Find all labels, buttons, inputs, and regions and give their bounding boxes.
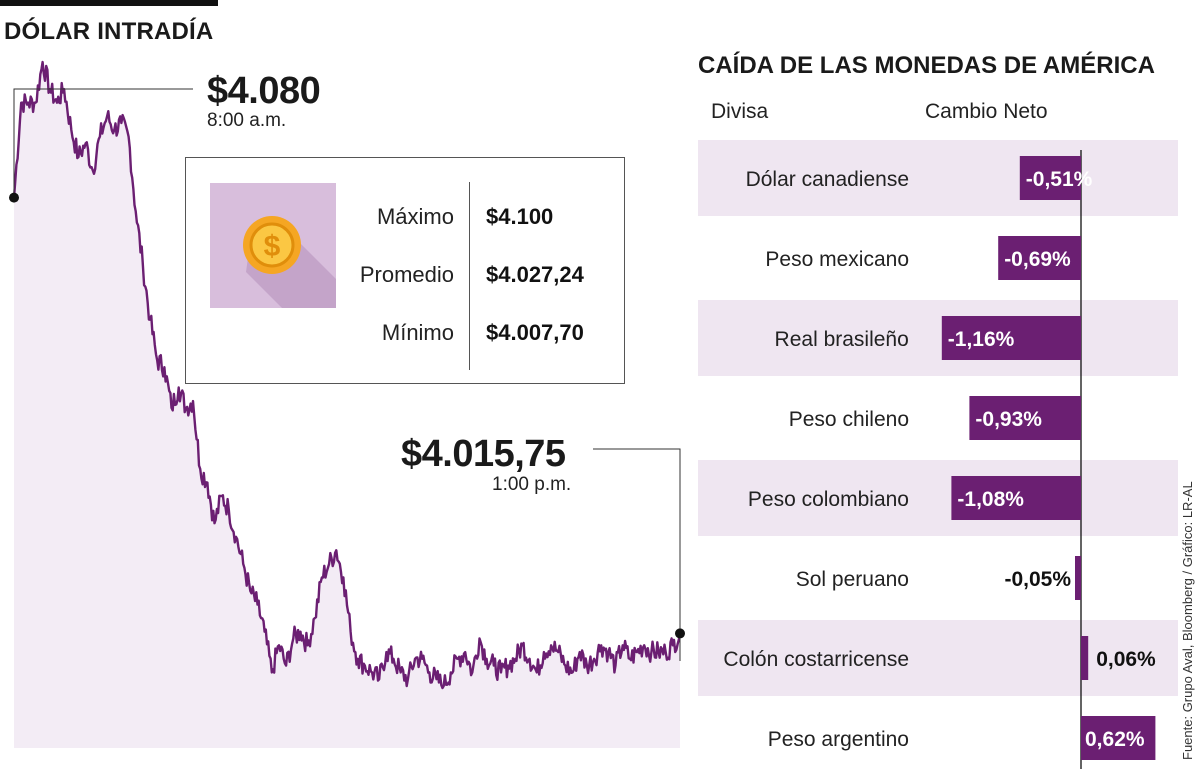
intraday-title: DÓLAR INTRADÍA	[4, 18, 214, 45]
category-label: Peso chileno	[789, 408, 909, 431]
dollar-coin-icon: $	[243, 216, 336, 308]
column-header-currency: Divisa	[711, 100, 769, 123]
bar	[1081, 636, 1089, 680]
open-time: 8:00 a.m.	[207, 110, 287, 131]
row-stripe	[698, 140, 1178, 216]
stat-label-min: Mínimo	[381, 320, 454, 345]
open-marker	[9, 192, 19, 203]
close-time: 1:00 p.m.	[492, 474, 572, 495]
bar-value-label: -0,51%	[1026, 168, 1093, 191]
category-label: Real brasileño	[775, 328, 909, 351]
intraday-area	[14, 62, 680, 748]
row-stripe	[698, 460, 1178, 536]
stats-divider	[469, 182, 470, 370]
category-label: Colón costarricense	[723, 648, 909, 671]
column-header-change: Cambio Neto	[925, 100, 1048, 123]
stat-value-min: $4.007,70	[486, 320, 584, 345]
stat-value-max: $4.100	[486, 204, 554, 229]
bar	[969, 396, 1081, 440]
bar	[998, 236, 1081, 280]
close-value: $4.015,75	[401, 433, 566, 475]
bar	[1019, 156, 1081, 200]
bar-value-label: -1,08%	[957, 488, 1024, 511]
bar-value-label: 0,06%	[1096, 648, 1156, 671]
category-label: Peso mexicano	[765, 248, 909, 271]
intraday-chart	[9, 60, 685, 748]
bar-value-label: 0,62%	[1085, 728, 1145, 751]
row-stripe	[698, 620, 1178, 696]
close-marker	[675, 628, 685, 639]
stat-label-max: Máximo	[376, 204, 454, 229]
coin-tile: $	[210, 183, 336, 308]
open-value: $4.080	[207, 70, 321, 112]
category-label: Peso argentino	[768, 728, 909, 751]
bar-value-label: -0,05%	[1004, 568, 1071, 591]
currencies-title: CAÍDA DE LAS MONEDAS DE AMÉRICA	[698, 52, 1155, 79]
bar-value-label: -0,93%	[975, 408, 1042, 431]
bar	[1081, 716, 1156, 760]
bar	[941, 316, 1081, 360]
svg-text:$: $	[264, 230, 281, 263]
category-label: Dólar canadiense	[746, 168, 909, 191]
intraday-line	[12, 60, 682, 690]
category-label: Peso colombiano	[748, 488, 909, 511]
row-stripe	[698, 300, 1178, 376]
bar	[1075, 556, 1081, 600]
stats-box: $ Máximo $4.100 Promedio $4.027,24 Mínim…	[185, 157, 625, 384]
open-leader-line	[13, 88, 193, 198]
bar	[951, 476, 1081, 520]
bar-value-label: -1,16%	[948, 328, 1015, 351]
stat-value-mean: $4.027,24	[486, 262, 584, 287]
stat-label-mean: Promedio	[359, 262, 454, 287]
close-leader-line	[593, 448, 681, 661]
title-rule	[0, 0, 218, 6]
bar-value-label: -0,69%	[1004, 248, 1071, 271]
source-note: Fuente: Grupo Aval, Bloomberg / Gráfico:…	[1180, 481, 1195, 760]
category-label: Sol peruano	[796, 568, 909, 591]
